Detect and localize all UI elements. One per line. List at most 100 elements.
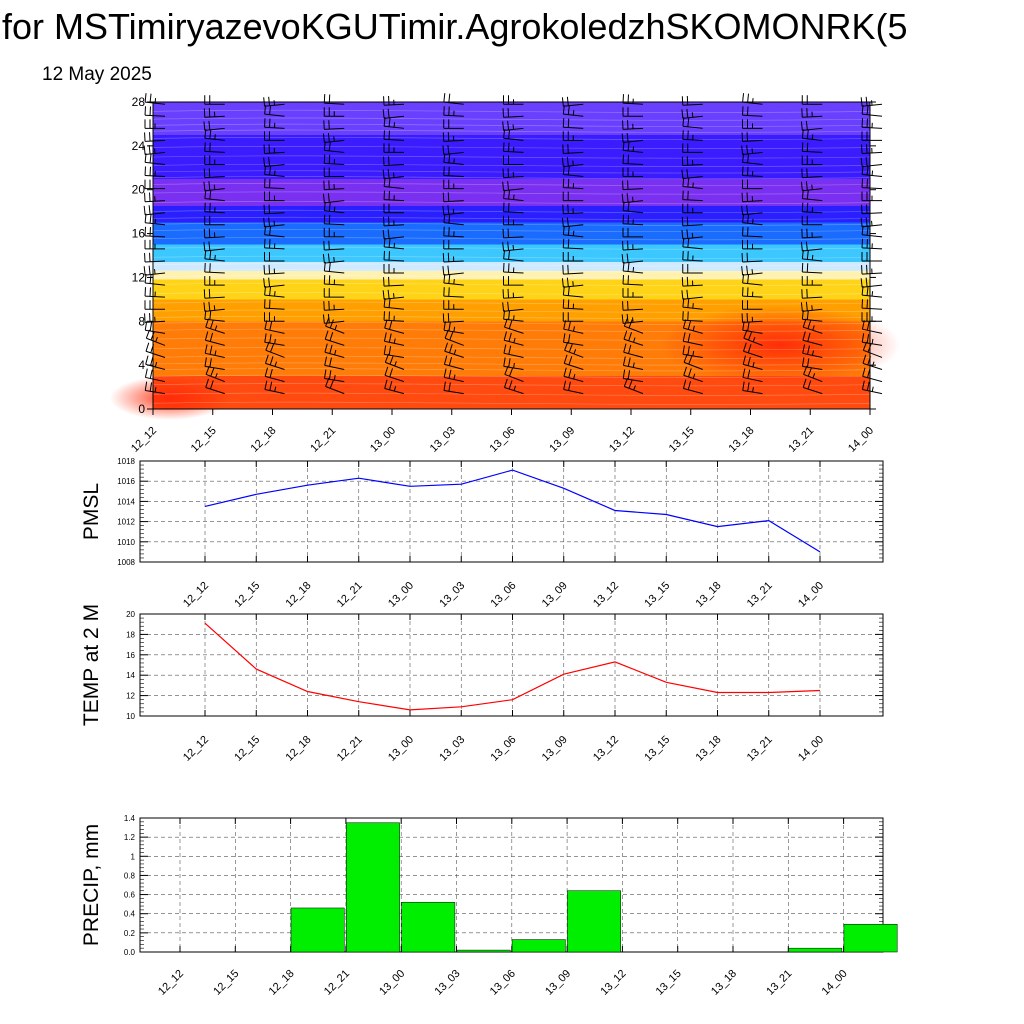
wind-barb <box>323 214 345 226</box>
contour-line <box>152 275 871 279</box>
y-tick-label: 12 <box>132 270 146 284</box>
wind-barb <box>682 237 703 250</box>
wind-barb <box>203 181 225 192</box>
wind-barb <box>324 343 345 358</box>
wind-barb <box>681 289 703 300</box>
wind-barb <box>204 331 225 346</box>
wind-barb <box>144 132 166 142</box>
wind-barb <box>682 177 703 190</box>
wind-barb <box>742 226 763 238</box>
wind-barb <box>443 355 464 371</box>
wind-barb <box>563 320 584 334</box>
wind-barb <box>144 213 166 226</box>
wind-barb <box>622 167 643 178</box>
wind-barb <box>264 118 285 129</box>
wind-barb <box>263 277 285 288</box>
x-tick-label: 12_12 <box>129 425 159 455</box>
wind-barb <box>324 330 345 346</box>
wind-barb <box>384 366 405 383</box>
wind-barb <box>742 355 763 371</box>
wind-barb <box>562 165 584 178</box>
wind-barb <box>322 253 345 264</box>
wind-barb <box>860 217 883 228</box>
contour-line <box>152 216 871 220</box>
wind-barb <box>622 261 644 274</box>
wind-barb <box>742 300 763 310</box>
wind-barb <box>682 143 703 153</box>
x-tick-label: 13_18 <box>709 968 739 998</box>
wind-barb <box>263 144 285 154</box>
wind-barb <box>502 120 524 131</box>
x-tick-label: 12_18 <box>249 425 279 455</box>
wind-barb <box>383 143 404 153</box>
wind-barb <box>144 192 166 203</box>
contour-line <box>152 347 871 351</box>
wind-barb <box>622 120 644 130</box>
x-tick-label: 13_06 <box>488 968 518 998</box>
x-tick-label: 14_00 <box>796 734 826 764</box>
wind-barb <box>801 108 823 118</box>
wind-barb <box>144 287 166 298</box>
wind-barb <box>382 229 405 240</box>
wind-barb <box>800 241 823 252</box>
wind-barb <box>503 189 524 202</box>
contour-line <box>152 201 871 205</box>
y-tick-label: 10 <box>126 712 135 721</box>
y-tick-label: 4 <box>138 358 145 372</box>
wind-barb <box>681 95 703 106</box>
x-tick-label: 13_15 <box>667 425 697 455</box>
contour-line <box>152 209 871 213</box>
wind-barb <box>622 107 643 117</box>
precip-bar <box>346 822 400 953</box>
wind-barb <box>861 320 883 334</box>
wind-barb <box>203 301 225 312</box>
wind-barb <box>622 356 644 371</box>
y-tick-label: 28 <box>132 95 146 109</box>
x-tick-label: 13_09 <box>543 968 573 998</box>
wind-barb <box>622 227 643 238</box>
x-tick-label: 12_12 <box>181 734 211 764</box>
wind-barb <box>265 354 285 371</box>
wind-barb <box>681 108 703 119</box>
wind-barb <box>444 342 464 358</box>
contour-line <box>152 229 871 233</box>
x-tick-label: 12_21 <box>308 425 338 455</box>
wind-barb <box>322 132 345 143</box>
contour-line <box>152 176 871 180</box>
wind-barb <box>324 369 345 383</box>
wind-barb <box>621 193 644 204</box>
warm-region <box>660 305 900 385</box>
wind-barb <box>443 239 464 250</box>
wind-barb <box>742 239 763 250</box>
wind-barb <box>264 367 285 383</box>
precip-bar <box>511 939 566 953</box>
contour-line <box>152 368 871 372</box>
wind-barb <box>563 367 584 383</box>
x-tick-label: 12_18 <box>284 580 314 610</box>
wind-barb <box>264 251 285 262</box>
wind-barb <box>443 179 464 190</box>
x-tick-label: 13_09 <box>547 425 577 455</box>
precipitation-panel: 0.0 0.2 0.4 0.6 0.8 1 1.2 1.4 PRECIP, mm 12_12 12_… <box>80 814 898 998</box>
wind-barb <box>144 119 165 129</box>
contour-line <box>152 292 871 296</box>
x-tick-label: 13_12 <box>598 968 628 998</box>
wind-barb <box>503 155 524 165</box>
wind-barb <box>741 192 763 203</box>
wind-barb <box>443 119 464 129</box>
wind-barbs <box>143 93 883 395</box>
precip-bar <box>788 947 843 953</box>
wind-barb <box>623 317 644 334</box>
wind-barb <box>383 117 405 129</box>
wind-barb <box>682 130 703 141</box>
contour-line <box>152 129 871 133</box>
wind-barb <box>622 154 644 165</box>
wind-barb <box>144 226 166 238</box>
x-tick-label: 14_00 <box>796 580 826 610</box>
wind-barb <box>384 379 405 395</box>
wind-barb <box>502 241 524 252</box>
wind-barb <box>563 333 584 346</box>
wind-barb <box>263 217 285 228</box>
series-line <box>204 622 821 711</box>
